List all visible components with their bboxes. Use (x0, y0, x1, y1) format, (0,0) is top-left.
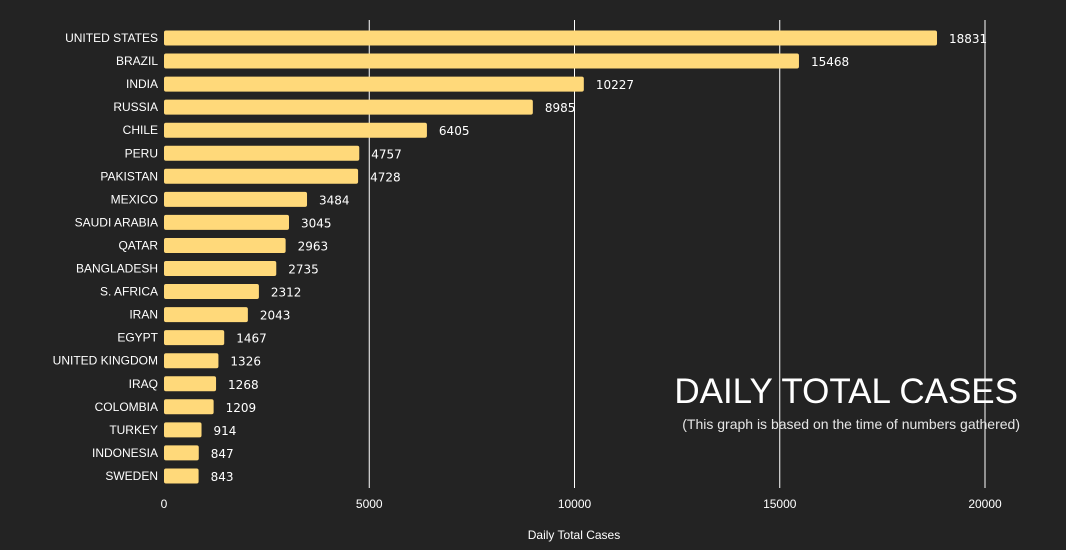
category-label-8: SAUDI ARABIA (75, 215, 158, 229)
bars (164, 30, 938, 484)
value-label-0: 18831 (949, 32, 987, 46)
value-label-11: 2312 (271, 286, 302, 300)
category-label-5: PERU (125, 146, 158, 160)
value-label-19: 843 (211, 470, 234, 484)
value-label-18: 847 (211, 447, 234, 461)
category-label-18: INDONESIA (92, 446, 158, 460)
x-tick-label-4: 20000 (968, 497, 1002, 511)
bar-7 (164, 191, 308, 207)
x-tick-label-0: 0 (161, 497, 168, 511)
bar-5 (164, 145, 360, 161)
bar-11 (164, 284, 259, 300)
x-tick-label-1: 5000 (356, 497, 383, 511)
category-labels: UNITED STATES BRAZIL INDIA RUSSIA CHILE PERU P… (53, 31, 159, 483)
bar-17 (164, 422, 202, 438)
x-tick-labels: 0 5000 10000 15000 20000 (161, 497, 1002, 511)
value-label-3: 8985 (545, 101, 576, 115)
value-label-7: 3484 (319, 193, 350, 207)
category-label-0: UNITED STATES (65, 31, 158, 45)
value-label-6: 4728 (370, 170, 401, 184)
category-label-16: COLOMBIA (95, 400, 158, 414)
category-label-11: S. AFRICA (100, 285, 158, 299)
value-label-12: 2043 (260, 309, 291, 323)
category-label-10: BANGLADESH (76, 262, 158, 276)
value-labels: 18831 15468 10227 8985 6405 4757 4728 3484 3045 2… (211, 32, 988, 484)
bar-6 (164, 168, 359, 184)
bar-1 (164, 53, 799, 69)
bar-3 (164, 99, 533, 115)
bar-0 (164, 30, 938, 46)
x-tick-label-2: 10000 (558, 497, 592, 511)
x-axis-title: Daily Total Cases (528, 528, 620, 542)
bar-14 (164, 353, 219, 369)
bar-8 (164, 214, 289, 230)
bar-19 (164, 468, 199, 484)
category-label-15: IRAQ (129, 377, 158, 391)
category-label-17: TURKEY (109, 423, 158, 437)
value-label-17: 914 (214, 424, 237, 438)
category-label-12: IRAN (129, 308, 158, 322)
category-label-2: INDIA (126, 77, 158, 91)
value-label-2: 10227 (596, 78, 634, 92)
value-label-8: 3045 (301, 216, 332, 230)
category-label-4: CHILE (123, 123, 158, 137)
bar-4 (164, 122, 427, 138)
value-label-5: 4757 (371, 147, 402, 161)
value-label-16: 1209 (226, 401, 257, 415)
chart-title: DAILY TOTAL CASES (674, 372, 1018, 411)
bar-13 (164, 330, 225, 346)
bar-16 (164, 399, 214, 415)
category-label-7: MEXICO (111, 192, 158, 206)
chart-subtitle: (This graph is based on the time of numb… (682, 416, 1020, 432)
bar-12 (164, 307, 248, 323)
bar-2 (164, 76, 584, 92)
category-label-14: UNITED KINGDOM (53, 354, 158, 368)
category-label-6: PAKISTAN (100, 169, 158, 183)
gridlines (368, 20, 986, 488)
bar-15 (164, 376, 217, 392)
value-label-15: 1268 (228, 378, 259, 392)
category-label-1: BRAZIL (116, 54, 158, 68)
bar-18 (164, 445, 199, 461)
category-label-3: RUSSIA (113, 100, 158, 114)
category-label-13: EGYPT (117, 331, 158, 345)
x-tick-label-3: 15000 (763, 497, 797, 511)
category-label-19: SWEDEN (105, 469, 158, 483)
category-label-9: QATAR (118, 238, 158, 252)
value-label-9: 2963 (298, 239, 329, 253)
value-label-1: 15468 (811, 55, 849, 69)
value-label-4: 6405 (439, 124, 470, 138)
value-label-10: 2735 (288, 263, 319, 277)
bar-10 (164, 261, 277, 276)
value-label-14: 1326 (230, 355, 261, 369)
bar-9 (164, 237, 286, 253)
value-label-13: 1467 (236, 332, 267, 346)
